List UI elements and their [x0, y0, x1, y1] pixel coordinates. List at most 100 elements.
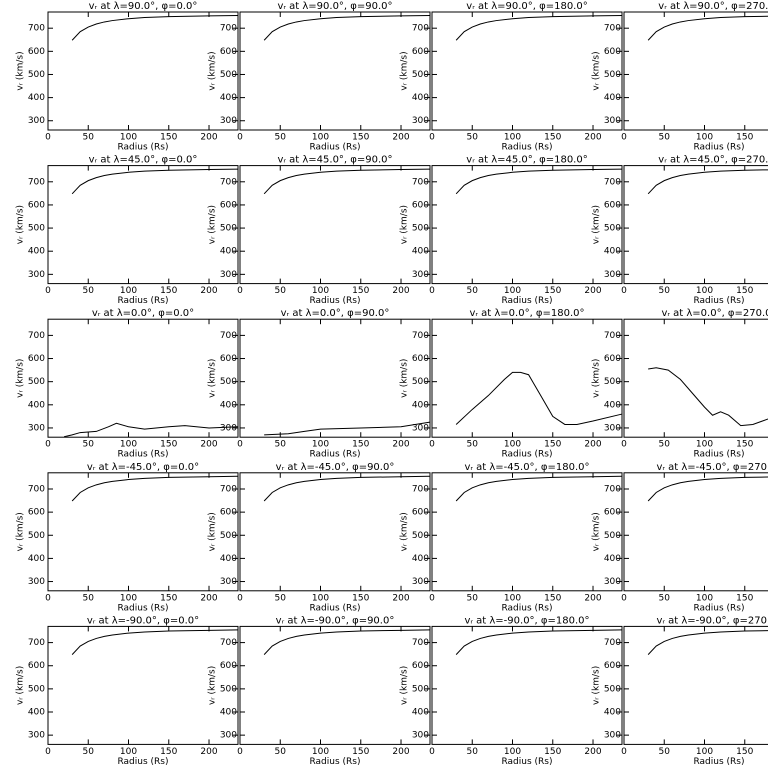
panel: vᵣ at λ=90.0°, φ=90.0° Radius (Rs) vᵣ (km/…	[208, 1, 431, 153]
y-tick-label: 300	[412, 731, 429, 741]
x-axis-label: Radius (Rs)	[501, 296, 552, 306]
y-tick-label: 700	[220, 24, 237, 34]
y-tick-label: 400	[412, 708, 429, 718]
x-tick-label: 150	[544, 286, 561, 296]
y-tick-label: 700	[28, 24, 45, 34]
x-tick-label: 100	[696, 593, 713, 603]
x-tick-label: 50	[275, 593, 287, 603]
panel-title: vᵣ at λ=-90.0°, φ=270.0°	[656, 615, 768, 626]
y-tick-label: 300	[28, 423, 45, 433]
panel-title: vᵣ at λ=90.0°, φ=0.0°	[89, 1, 198, 12]
plot-frame	[47, 165, 239, 285]
y-tick-label: 500	[28, 377, 45, 387]
panel: vᵣ at λ=-45.0°, φ=270.0° Radius (Rs) vᵣ (k…	[592, 462, 768, 613]
plot-frame	[431, 318, 623, 438]
y-tick-label: 400	[412, 400, 429, 410]
data-line	[71, 168, 239, 195]
y-tick-label: 600	[604, 47, 621, 57]
x-tick-label: 100	[120, 440, 137, 450]
x-tick-label: 200	[200, 747, 217, 757]
y-axis-label: vᵣ (km/s)	[16, 512, 26, 551]
plot-frame	[623, 318, 768, 438]
panel-title: vᵣ at λ=90.0°, φ=180.0°	[466, 1, 587, 12]
y-tick-label: 400	[604, 708, 621, 718]
panel: vᵣ at λ=-90.0°, φ=0.0° Radius (Rs) vᵣ (km/…	[16, 615, 239, 767]
panel: vᵣ at λ=0.0°, φ=270.0° Radius (Rs) vᵣ (km/…	[592, 308, 768, 460]
x-tick-label: 100	[696, 440, 713, 450]
y-tick-label: 400	[220, 400, 237, 410]
x-tick-label: 150	[160, 593, 177, 603]
data-line	[263, 168, 431, 195]
data-line	[647, 169, 768, 195]
y-tick-label: 500	[220, 224, 237, 234]
y-tick-label: 400	[28, 708, 45, 718]
y-tick-label: 600	[412, 354, 429, 364]
x-tick-label: 0	[45, 593, 51, 603]
x-axis-label: Radius (Rs)	[309, 757, 360, 767]
plot-frame	[47, 318, 239, 438]
x-tick-label: 100	[120, 286, 137, 296]
x-axis-label: Radius (Rs)	[117, 296, 168, 306]
y-tick-label: 300	[220, 423, 237, 433]
x-axis-label: Radius (Rs)	[117, 450, 168, 460]
y-tick-label: 300	[604, 116, 621, 126]
plot-frame	[239, 472, 431, 592]
x-tick-label: 50	[83, 593, 95, 603]
y-tick-label: 500	[412, 377, 429, 387]
y-tick-label: 300	[220, 577, 237, 587]
panel-title: vᵣ at λ=0.0°, φ=180.0°	[469, 308, 584, 319]
x-tick-label: 200	[392, 747, 409, 757]
x-tick-label: 50	[659, 133, 671, 143]
x-axis-label: Radius (Rs)	[117, 143, 168, 153]
y-axis-label: vᵣ (km/s)	[16, 666, 26, 705]
y-tick-label: 400	[28, 93, 45, 103]
y-tick-label: 600	[412, 200, 429, 210]
x-tick-label: 50	[467, 133, 479, 143]
x-tick-label: 100	[312, 133, 329, 143]
data-line	[647, 630, 768, 655]
panel-title: vᵣ at λ=45.0°, φ=90.0°	[277, 155, 392, 166]
x-tick-label: 50	[275, 286, 287, 296]
x-tick-label: 100	[696, 133, 713, 143]
x-tick-label: 50	[83, 286, 95, 296]
plot-frame	[431, 165, 623, 285]
x-axis-label: Radius (Rs)	[117, 603, 168, 613]
panel-title: vᵣ at λ=45.0°, φ=270.0°	[658, 155, 768, 166]
data-line	[263, 14, 431, 41]
x-axis-label: Radius (Rs)	[693, 757, 744, 767]
y-tick-label: 300	[220, 731, 237, 741]
data-line	[63, 422, 239, 438]
panel-title: vᵣ at λ=45.0°, φ=0.0°	[89, 155, 198, 166]
x-tick-label: 150	[736, 593, 753, 603]
y-tick-label: 600	[604, 661, 621, 671]
x-tick-label: 100	[312, 593, 329, 603]
x-axis-label: Radius (Rs)	[309, 603, 360, 613]
panel: vᵣ at λ=-45.0°, φ=180.0° Radius (Rs) vᵣ (k…	[400, 462, 623, 613]
y-axis-label: vᵣ (km/s)	[208, 205, 218, 244]
y-tick-label: 500	[604, 224, 621, 234]
panel-title: vᵣ at λ=-45.0°, φ=270.0°	[656, 462, 768, 473]
y-axis-label: vᵣ (km/s)	[16, 359, 26, 398]
data-line	[648, 367, 768, 427]
x-tick-label: 0	[621, 286, 627, 296]
x-tick-label: 100	[312, 286, 329, 296]
y-tick-label: 400	[412, 247, 429, 257]
x-tick-label: 50	[659, 286, 671, 296]
y-tick-label: 700	[412, 638, 429, 648]
x-axis-label: Radius (Rs)	[501, 603, 552, 613]
y-tick-label: 700	[220, 177, 237, 187]
y-tick-label: 700	[412, 177, 429, 187]
x-axis-label: Radius (Rs)	[117, 757, 168, 767]
y-axis-label: vᵣ (km/s)	[400, 512, 410, 551]
y-tick-label: 700	[28, 638, 45, 648]
x-axis-label: Radius (Rs)	[501, 143, 552, 153]
y-tick-label: 300	[412, 577, 429, 587]
x-tick-label: 0	[237, 593, 243, 603]
panel: vᵣ at λ=0.0°, φ=90.0° Radius (Rs) vᵣ (km/s…	[208, 308, 431, 460]
panel: vᵣ at λ=-90.0°, φ=180.0° Radius (Rs) vᵣ (k…	[400, 615, 623, 767]
y-axis-label: vᵣ (km/s)	[400, 359, 410, 398]
y-axis-label: vᵣ (km/s)	[208, 51, 218, 90]
panel-title: vᵣ at λ=90.0°, φ=270.0°	[658, 1, 768, 12]
x-tick-label: 200	[200, 593, 217, 603]
y-axis-label: vᵣ (km/s)	[208, 359, 218, 398]
